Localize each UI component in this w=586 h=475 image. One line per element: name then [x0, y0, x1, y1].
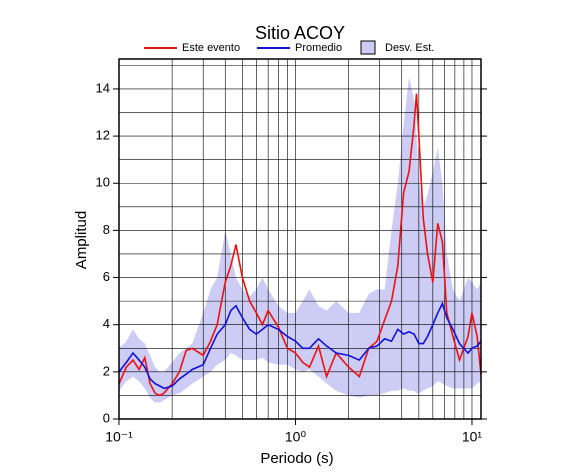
legend-swatch: [360, 40, 376, 55]
series-line: [118, 93, 482, 397]
x-axis-label: Periodo (s): [260, 450, 333, 467]
y-axis-label: Amplitud: [73, 211, 90, 269]
plot-frame: [118, 58, 482, 420]
y-tick-label: 10: [96, 175, 110, 190]
legend-label: Este evento: [182, 42, 240, 54]
y-tick-label: 14: [96, 80, 110, 95]
y-tick-label: 6: [103, 269, 110, 284]
series-line: [118, 301, 482, 390]
legend-label: Promedio: [295, 42, 342, 54]
x-tick-label: 10⁰: [285, 429, 307, 445]
y-tick-label: 4: [103, 316, 110, 331]
legend-label: Desv. Est.: [385, 42, 434, 54]
y-tick-label: 8: [103, 222, 110, 237]
y-tick-label: 12: [96, 128, 110, 143]
x-tick-label: 10¹: [462, 429, 483, 445]
x-tick-label: 10⁻¹: [105, 429, 133, 445]
std-band: [119, 77, 481, 403]
chart-title: Sitio ACOY: [255, 23, 345, 43]
y-tick-label: 0: [103, 410, 110, 425]
y-tick-label: 2: [103, 363, 110, 378]
